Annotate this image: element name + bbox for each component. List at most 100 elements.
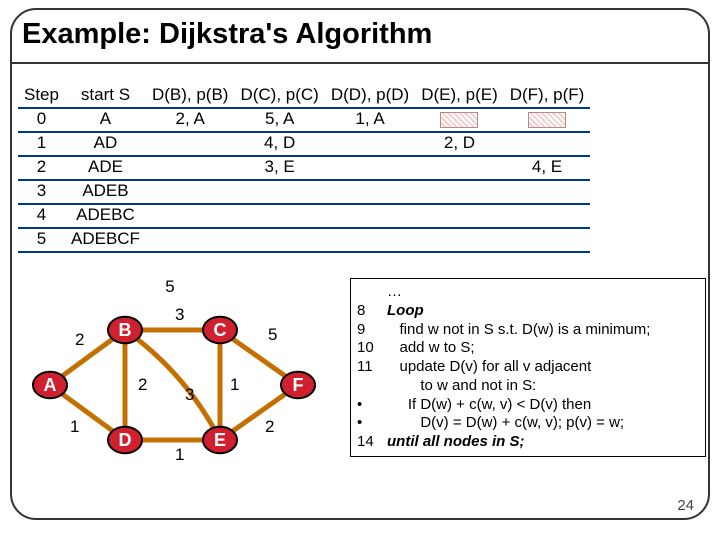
- cell: 1, A: [325, 108, 415, 132]
- algorithm-box: …8Loop9 find w not in S s.t. D(w) is a m…: [350, 278, 706, 457]
- cell: [146, 156, 235, 180]
- cell: 1: [18, 132, 65, 156]
- cell: 4: [18, 204, 65, 228]
- cell: [504, 204, 591, 228]
- col-header: start S: [65, 84, 146, 108]
- col-header: D(F), p(F): [504, 84, 591, 108]
- algo-line-text: find w not in S s.t. D(w) is a minimum;: [387, 321, 699, 340]
- edge-weight: 1: [175, 445, 184, 464]
- cell: [146, 132, 235, 156]
- table-body: 0A2, A5, A1, A1AD4, D2, D2ADE3, E4, E3AD…: [18, 108, 590, 252]
- table-row: 1AD4, D2, D: [18, 132, 590, 156]
- graph-node-label: A: [44, 375, 57, 395]
- cell: [415, 156, 504, 180]
- cell: [415, 180, 504, 204]
- algo-line-number: 10: [357, 339, 387, 358]
- cell: [325, 132, 415, 156]
- cell: A: [65, 108, 146, 132]
- edge-weight: 5: [268, 325, 277, 344]
- algo-line: 8Loop: [357, 302, 699, 321]
- edge-weight: 2: [75, 330, 84, 349]
- cell: [325, 180, 415, 204]
- edge-weight: 2: [265, 417, 274, 436]
- cell: [415, 228, 504, 252]
- cell: [504, 132, 591, 156]
- col-header: Step: [18, 84, 65, 108]
- col-header: D(D), p(D): [325, 84, 415, 108]
- table-row: 2ADE3, E4, E: [18, 156, 590, 180]
- graph-diagram: 2132315125ABCDEF: [30, 280, 330, 490]
- edge-weight: 5: [165, 277, 174, 296]
- algo-line-text: …: [387, 283, 699, 302]
- cell: [504, 228, 591, 252]
- algo-line-number: 8: [357, 302, 387, 321]
- algo-line: • If D(w) + c(w, v) < D(v) then: [357, 396, 699, 415]
- table-row: 4ADEBC: [18, 204, 590, 228]
- page-number: 24: [677, 497, 694, 514]
- broken-image-icon: [528, 112, 566, 128]
- cell: [415, 204, 504, 228]
- algo-line-text: Loop: [387, 302, 699, 321]
- table-row: 3ADEB: [18, 180, 590, 204]
- algo-line: 9 find w not in S s.t. D(w) is a minimum…: [357, 321, 699, 340]
- edge-weight: 1: [70, 417, 79, 436]
- algo-line: 11 update D(v) for all v adjacent: [357, 358, 699, 377]
- algo-line-number: 9: [357, 321, 387, 340]
- algo-line-number: [357, 377, 387, 396]
- algo-line-text: to w and not in S:: [387, 377, 699, 396]
- graph-node-label: B: [119, 320, 132, 340]
- algo-line: 10 add w to S;: [357, 339, 699, 358]
- cell: [325, 156, 415, 180]
- cell: 2, A: [146, 108, 235, 132]
- cell: [325, 204, 415, 228]
- cell: 2, D: [415, 132, 504, 156]
- algo-line: to w and not in S:: [357, 377, 699, 396]
- cell: [146, 204, 235, 228]
- algo-line-number: 14: [357, 433, 387, 452]
- edge-weight: 2: [138, 375, 147, 394]
- cell: [504, 180, 591, 204]
- algo-line-text: add w to S;: [387, 339, 699, 358]
- cell: [146, 180, 235, 204]
- algo-line-text: D(v) = D(w) + c(w, v); p(v) = w;: [387, 414, 699, 433]
- cell: [234, 204, 324, 228]
- graph-node-label: F: [293, 375, 304, 395]
- broken-image-icon: [440, 112, 478, 128]
- cell: 2: [18, 156, 65, 180]
- edge-weight: 3: [175, 305, 184, 324]
- algo-line-text: If D(w) + c(w, v) < D(v) then: [387, 396, 699, 415]
- cell: 3: [18, 180, 65, 204]
- cell: ADE: [65, 156, 146, 180]
- cell: ADEB: [65, 180, 146, 204]
- cell: [325, 228, 415, 252]
- algo-line-number: 11: [357, 358, 387, 377]
- col-header: D(B), p(B): [146, 84, 235, 108]
- algo-line-number: •: [357, 396, 387, 415]
- graph-svg: 2132315125ABCDEF: [30, 280, 330, 490]
- slide-title: Example: Dijkstra's Algorithm: [22, 18, 432, 51]
- cell: [234, 228, 324, 252]
- table-row: 5ADEBCF: [18, 228, 590, 252]
- cell: ADEBCF: [65, 228, 146, 252]
- dijkstra-table: Stepstart SD(B), p(B)D(C), p(C)D(D), p(D…: [18, 84, 590, 253]
- algo-line: • D(v) = D(w) + c(w, v); p(v) = w;: [357, 414, 699, 433]
- cell: ADEBC: [65, 204, 146, 228]
- algo-line-text: update D(v) for all v adjacent: [387, 358, 699, 377]
- cell: 3, E: [234, 156, 324, 180]
- col-header: D(C), p(C): [234, 84, 324, 108]
- cell: 4, D: [234, 132, 324, 156]
- algo-line: …: [357, 283, 699, 302]
- cell: [146, 228, 235, 252]
- cell: [415, 108, 504, 132]
- table-row: 0A2, A5, A1, A: [18, 108, 590, 132]
- table-header-row: Stepstart SD(B), p(B)D(C), p(C)D(D), p(D…: [18, 84, 590, 108]
- graph-node-label: E: [214, 430, 226, 450]
- algo-line-number: [357, 283, 387, 302]
- cell: 5: [18, 228, 65, 252]
- algo-line-number: •: [357, 414, 387, 433]
- graph-node-label: C: [214, 320, 227, 340]
- cell: [234, 180, 324, 204]
- edge-weight: 1: [230, 375, 239, 394]
- title-rule: [10, 62, 710, 64]
- algo-line: 14until all nodes in S;: [357, 433, 699, 452]
